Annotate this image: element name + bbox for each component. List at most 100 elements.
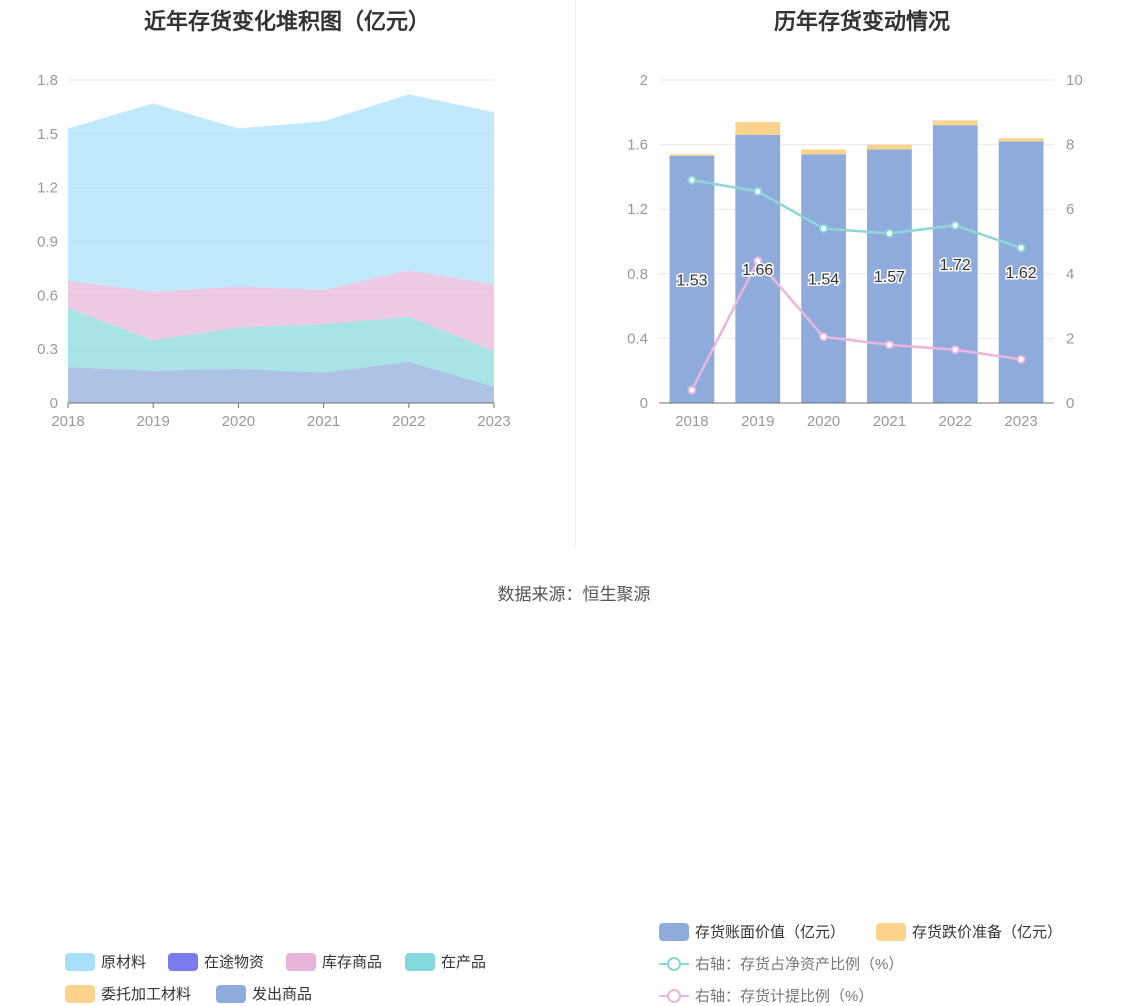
y-tick-label: 1.6 — [627, 137, 648, 154]
y-tick-label: 0.9 — [37, 234, 58, 251]
legend-swatch — [168, 952, 198, 971]
left-chart-panel: 近年存货变化堆积图（亿元） 0 0.3 0.6 0.9 1.2 1.5 1.8 2018 201… — [0, 0, 574, 1003]
legend-item[interactable]: 存货跌价准备（亿元） — [876, 921, 1062, 942]
x-tick-label: 2021 — [307, 413, 340, 430]
legend-swatch — [65, 952, 95, 971]
line-point — [1016, 243, 1026, 253]
legend-item[interactable]: 在途物资 — [168, 951, 264, 972]
right-chart-panel: 历年存货变动情况 0 0.4 0.8 1.2 1.6 2 0 2 4 6 8 10 2018 2019 20… — [576, 0, 1148, 1005]
bar-存货跌价准备（亿元） — [867, 144, 912, 150]
legend-item[interactable]: 在产品 — [405, 951, 486, 972]
x-tick-label: 2020 — [222, 413, 255, 430]
bar-存货跌价准备（亿元） — [998, 138, 1044, 142]
legend-label: 库存商品 — [322, 954, 383, 971]
legend-label: 在途物资 — [204, 954, 265, 971]
y-tick-label: 1.2 — [37, 180, 58, 197]
legend-label: 委托加工材料 — [101, 986, 192, 1003]
legend-item[interactable]: 原材料 — [65, 951, 146, 972]
data-source: 数据来源：恒生聚源 — [497, 585, 651, 604]
stacked-area-chart: 0 0.3 0.6 0.9 1.2 1.5 1.8 2018 2019 2020 2021 2022 2… — [37, 72, 511, 430]
bar-存货跌价准备（亿元） — [735, 121, 781, 135]
legend-item[interactable]: 存货账面价值（亿元） — [659, 921, 845, 942]
legend-swatch — [659, 955, 689, 973]
y2-tick-label: 2 — [1066, 330, 1074, 347]
y-tick-label: 1.2 — [627, 201, 648, 218]
legend-swatch — [286, 952, 316, 971]
line-右轴：存货占净资产比例（%） — [691, 178, 1022, 250]
line-point — [753, 256, 763, 266]
bar-value-label: 1.66 — [742, 262, 773, 279]
y-tick-label: 0.3 — [37, 341, 58, 358]
x-tick-label: 2018 — [675, 413, 708, 430]
y-tick-label: 0 — [640, 395, 648, 412]
line-point — [687, 385, 697, 395]
legend-label: 存货跌价准备（亿元） — [912, 924, 1063, 941]
legend-swatch — [216, 984, 246, 1003]
area-series-在产品 — [68, 307, 494, 387]
x-tick-label: 2020 — [807, 413, 840, 430]
legend-label: 原材料 — [101, 954, 147, 971]
line-point — [687, 175, 697, 185]
x-tick-label: 2018 — [51, 413, 84, 430]
legend-label: 右轴：存货占净资产比例（%） — [695, 956, 904, 973]
line-point — [1016, 354, 1026, 364]
bar-value-label: 1.72 — [940, 257, 971, 274]
area-series-发出商品 — [68, 361, 494, 403]
bar-value-label: 1.57 — [874, 269, 905, 286]
y-tick-label: 0.8 — [627, 266, 648, 283]
bar-存货账面价值（亿元） — [867, 149, 912, 403]
bar-value-label: 1.53 — [676, 272, 707, 289]
legend-item[interactable]: 右轴：存货计提比例（%） — [659, 985, 873, 1006]
bar-存货账面价值（亿元） — [932, 125, 978, 403]
legend-swatch — [65, 984, 95, 1003]
line-point — [884, 340, 894, 350]
y-tick-label: 0 — [50, 395, 58, 412]
legend-label: 发出商品 — [252, 986, 313, 1003]
x-tick-label: 2023 — [1004, 413, 1037, 430]
line-point — [753, 186, 763, 196]
y2-tick-label: 4 — [1066, 266, 1074, 283]
legend-label: 右轴：存货计提比例（%） — [695, 988, 874, 1005]
y-tick-label: 0.6 — [37, 287, 58, 304]
legend-item[interactable]: 库存商品 — [286, 951, 382, 972]
bar-value-label: 1.62 — [1006, 265, 1037, 282]
y-tick-label: 1.5 — [37, 126, 58, 143]
y-tick-label: 2 — [640, 72, 648, 89]
left-chart-title: 近年存货变化堆积图（亿元） — [143, 9, 430, 34]
line-point — [884, 228, 894, 238]
line-point — [950, 220, 960, 230]
legend-swatch — [659, 987, 689, 1005]
y-tick-label: 1.8 — [37, 72, 58, 89]
y2-tick-label: 8 — [1066, 137, 1074, 154]
y2-tick-label: 6 — [1066, 201, 1074, 218]
line-右轴：存货计提比例（%） — [690, 258, 1022, 391]
x-tick-label: 2021 — [873, 413, 906, 430]
legend-item[interactable]: 委托加工材料 — [65, 983, 191, 1004]
bar-value-label: 1.54 — [808, 272, 839, 289]
legend-label: 存货账面价值（亿元） — [695, 924, 846, 941]
area-series-库存商品 — [68, 270, 494, 351]
legend-label: 在产品 — [441, 954, 487, 971]
panel-divider — [575, 0, 576, 548]
legend-item[interactable]: 右轴：存货占净资产比例（%） — [659, 953, 903, 974]
x-tick-label: 2022 — [392, 413, 425, 430]
area-series-原材料 — [68, 94, 494, 292]
y2-tick-label: 10 — [1066, 72, 1083, 89]
line-point — [950, 345, 960, 355]
line-point — [819, 332, 829, 342]
y-tick-label: 0.4 — [627, 330, 648, 347]
legend-swatch — [876, 922, 906, 941]
legend-swatch — [405, 952, 435, 971]
x-tick-label: 2019 — [137, 413, 170, 430]
bar-存货账面价值（亿元） — [801, 154, 846, 403]
x-tick-label: 2022 — [939, 413, 972, 430]
legend-swatch — [659, 922, 689, 941]
bar-存货账面价值（亿元） — [735, 134, 781, 403]
line-point — [819, 224, 829, 234]
right-chart-title: 历年存货变动情况 — [773, 9, 950, 34]
bar-存货跌价准备（亿元） — [801, 149, 846, 155]
legend-item[interactable]: 发出商品 — [216, 983, 312, 1004]
bar-存货跌价准备（亿元） — [932, 120, 978, 126]
y2-tick-label: 0 — [1066, 395, 1074, 412]
